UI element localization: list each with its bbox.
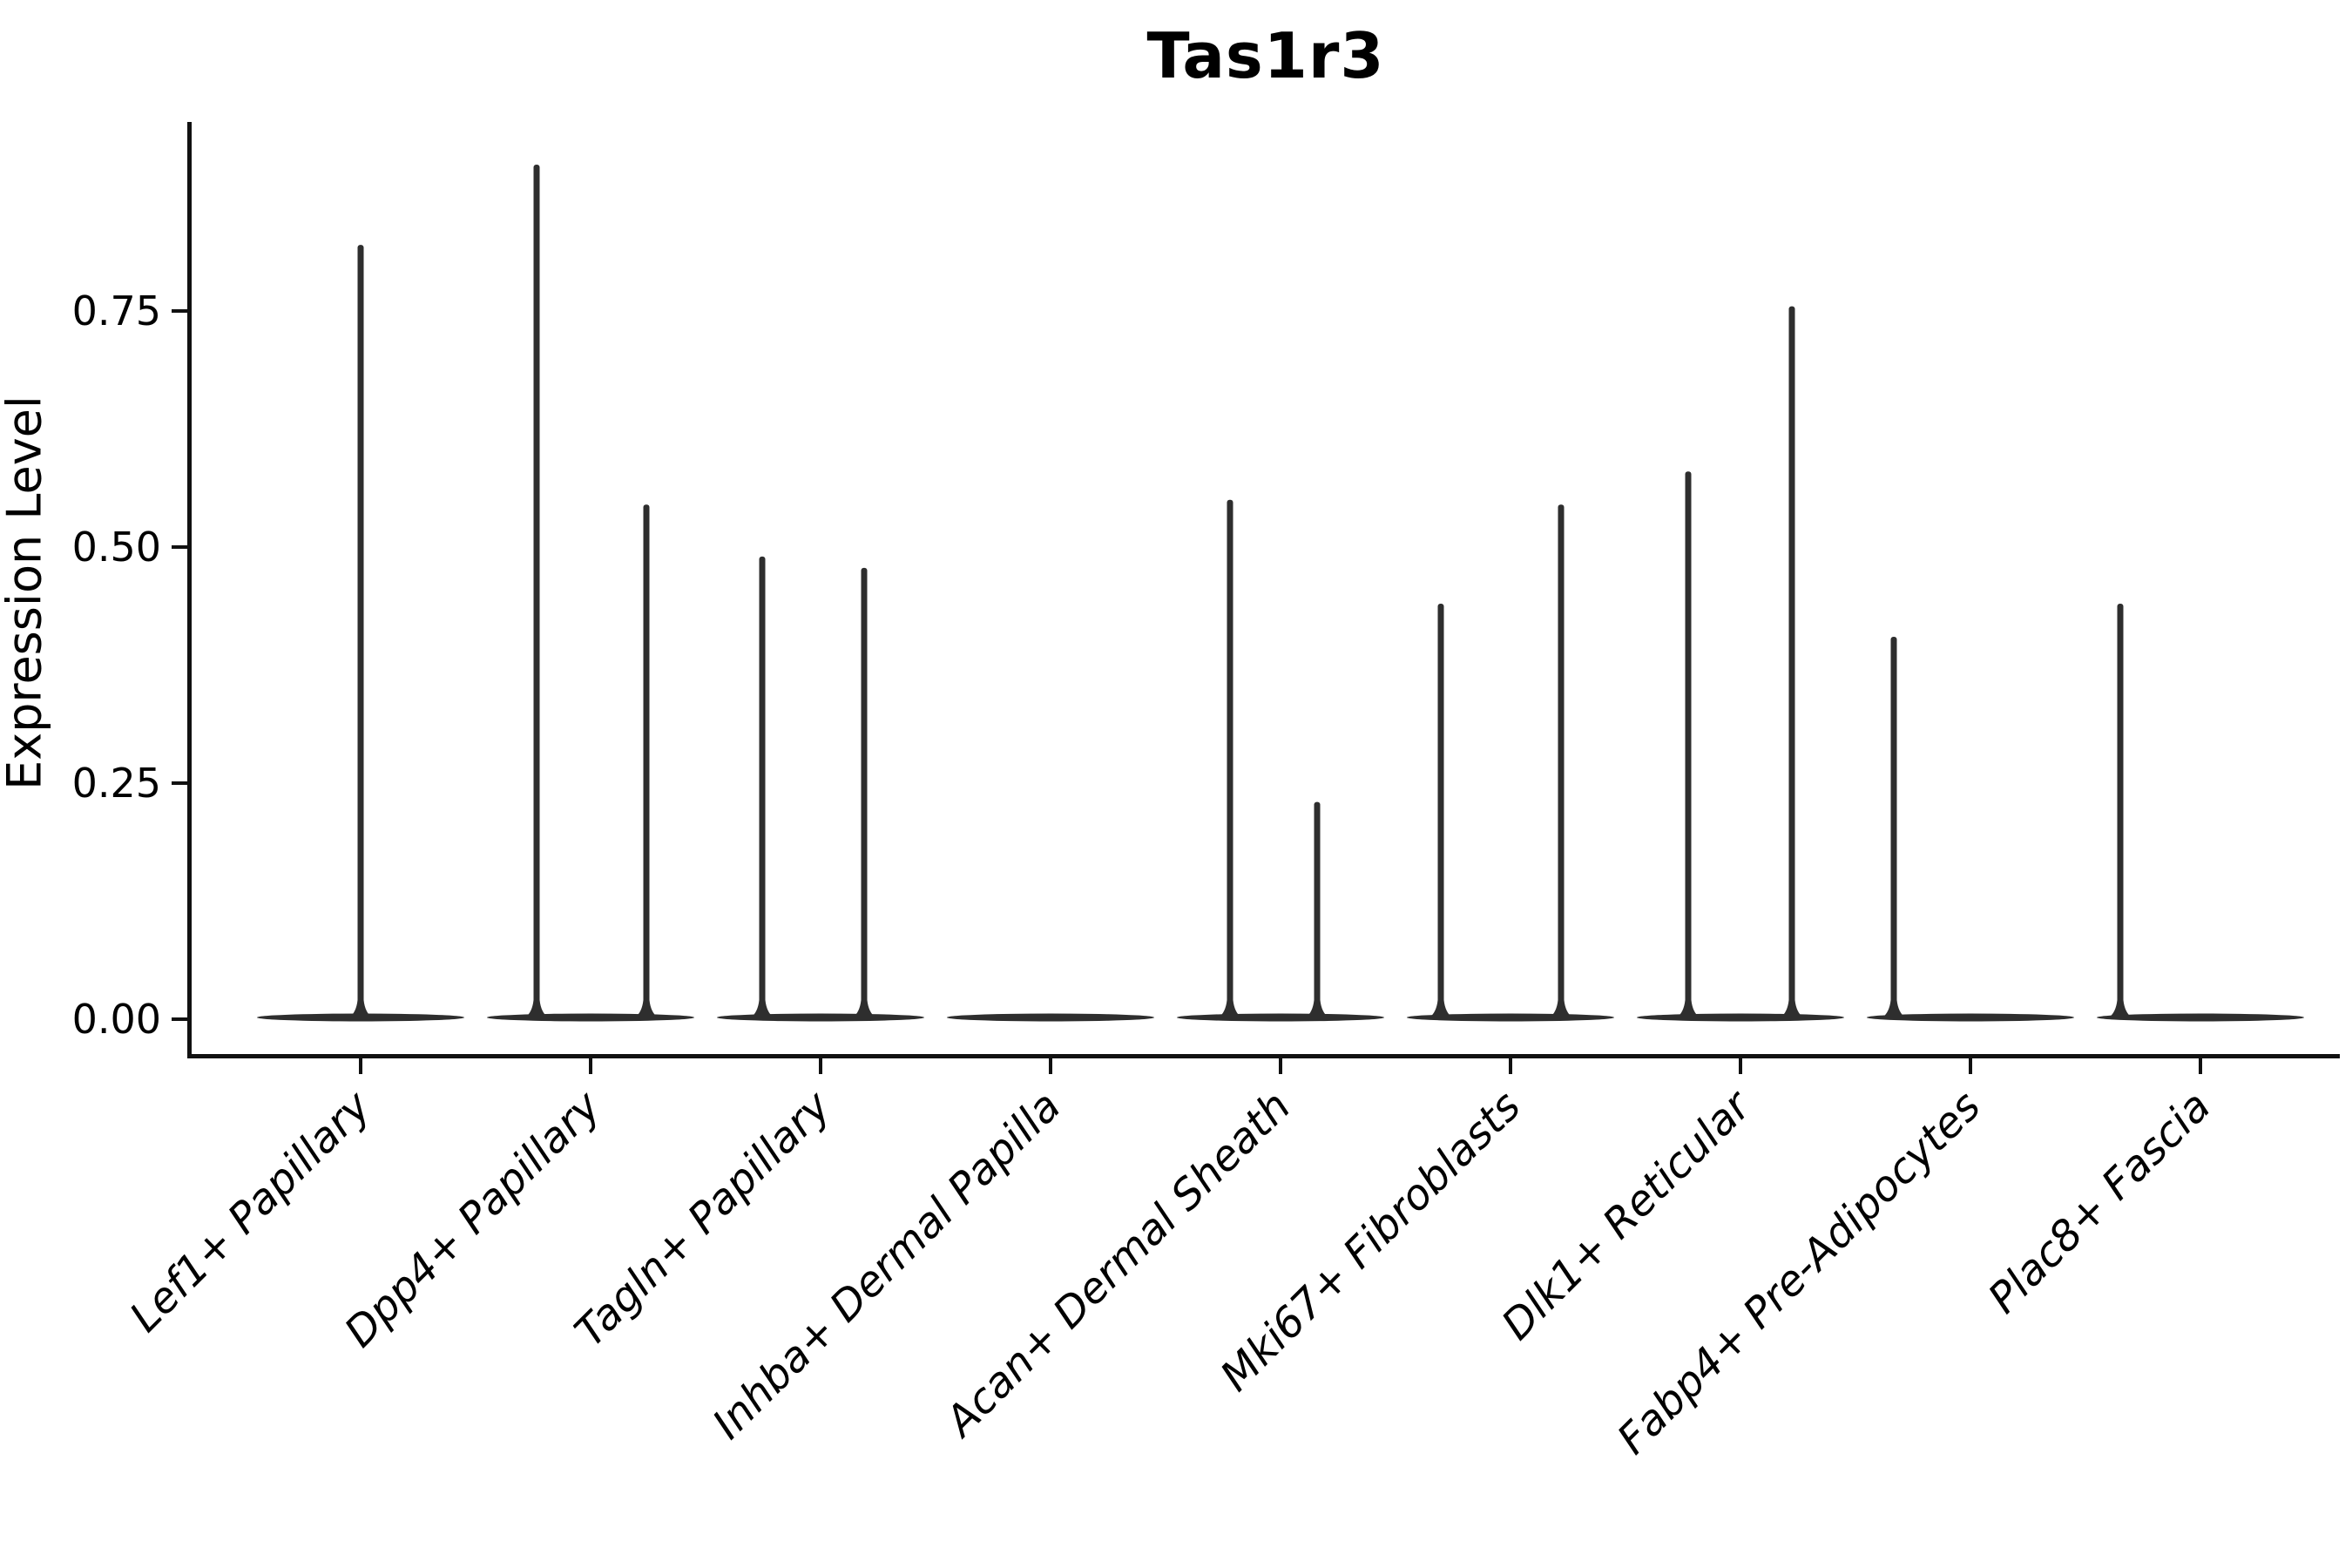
x-tick-mark (819, 1058, 822, 1074)
violin-spike (643, 504, 650, 1010)
x-axis-spine (187, 1054, 2340, 1058)
x-tick-mark (359, 1058, 362, 1074)
violin-base (487, 1013, 694, 1022)
y-tick-label: 0.50 (72, 524, 161, 571)
violin-spike (533, 164, 540, 1011)
x-tick-label: Dlk1+ Reticular (1492, 1080, 1762, 1350)
violin-spike (861, 567, 868, 1010)
x-tick-label: Dpp4+ Papillary (335, 1081, 611, 1356)
violin-base (717, 1013, 924, 1022)
y-tick-label: 0.75 (72, 287, 161, 335)
violin-spike (1788, 306, 1795, 1011)
x-tick-mark (2199, 1058, 2202, 1074)
violin-spike (1314, 801, 1321, 1010)
y-tick-label: 0.00 (72, 996, 161, 1043)
violin-base (1637, 1013, 1844, 1022)
violin-spike (1890, 636, 1897, 1010)
violin-base (1867, 1013, 2074, 1022)
x-tick-mark (1969, 1058, 1972, 1074)
violin-spike (759, 556, 766, 1010)
x-tick-label: Tagln+ Papillary (565, 1081, 841, 1356)
chart-title: Tas1r3 (1146, 19, 1385, 92)
violin-spike (1685, 471, 1692, 1010)
x-tick-mark (1279, 1058, 1282, 1074)
x-tick-label: Plac8+ Fascia (1979, 1082, 2220, 1323)
violin-base (1177, 1013, 1384, 1022)
x-tick-label: Lef1+ Papillary (120, 1081, 381, 1342)
violin-spike (357, 245, 364, 1010)
violin-spike (1558, 504, 1565, 1010)
y-tick-mark (172, 781, 187, 785)
x-tick-mark (1049, 1058, 1052, 1074)
violin-spike (2117, 604, 2124, 1010)
x-tick-mark (1509, 1058, 1512, 1074)
violin-spike (1437, 604, 1444, 1010)
x-tick-mark (589, 1058, 592, 1074)
y-tick-label: 0.25 (72, 760, 161, 807)
x-tick-label: Fabp4+ Pre-Adipocytes (1608, 1082, 1990, 1464)
violin-spike (1227, 499, 1233, 1010)
y-axis-spine (187, 122, 192, 1058)
violin-base (2097, 1013, 2304, 1022)
violin-base (947, 1013, 1154, 1022)
x-tick-mark (1739, 1058, 1742, 1074)
y-tick-mark (172, 309, 187, 313)
y-axis-label: Expression Level (0, 395, 52, 790)
y-tick-mark (172, 1017, 187, 1021)
y-tick-mark (172, 545, 187, 549)
